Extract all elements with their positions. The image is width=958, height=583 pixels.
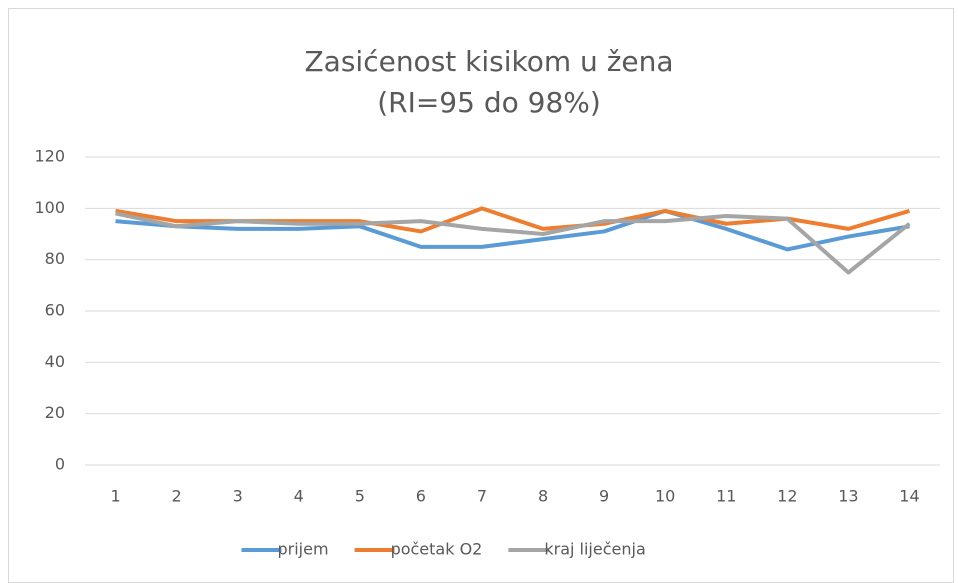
chart-subtitle: (RI=95 do 98%) — [377, 86, 601, 119]
x-tick-label: 13 — [838, 487, 858, 506]
x-tick-label: 6 — [416, 487, 426, 506]
legend-label: kraj liječenja — [544, 540, 645, 559]
chart-title: Zasićenost kisikom u žena — [304, 45, 673, 78]
legend-label: početak O2 — [391, 540, 483, 559]
y-tick-label: 0 — [55, 455, 65, 474]
chart-border — [8, 8, 954, 583]
series-line — [115, 208, 910, 252]
x-tick-label: 14 — [899, 487, 919, 506]
x-tick-label: 5 — [355, 487, 365, 506]
x-tick-label: 10 — [655, 487, 675, 506]
x-tick-label: 9 — [599, 487, 609, 506]
y-tick-label: 80 — [45, 249, 65, 268]
x-tick-label: 4 — [294, 487, 304, 506]
x-tick-label: 12 — [777, 487, 797, 506]
y-tick-label: 40 — [45, 352, 65, 371]
x-tick-label: 1 — [110, 487, 120, 506]
y-tick-label: 100 — [34, 198, 65, 217]
y-tick-label: 60 — [45, 301, 65, 320]
y-tick-label: 120 — [34, 147, 65, 166]
series-line — [115, 211, 911, 275]
x-tick-label: 8 — [538, 487, 548, 506]
x-tick-label: 7 — [477, 487, 487, 506]
x-tick-label: 2 — [172, 487, 182, 506]
x-tick-label: 3 — [233, 487, 243, 506]
x-tick-label: 11 — [716, 487, 736, 506]
y-tick-label: 20 — [45, 403, 65, 422]
legend-label: prijem — [278, 540, 329, 559]
